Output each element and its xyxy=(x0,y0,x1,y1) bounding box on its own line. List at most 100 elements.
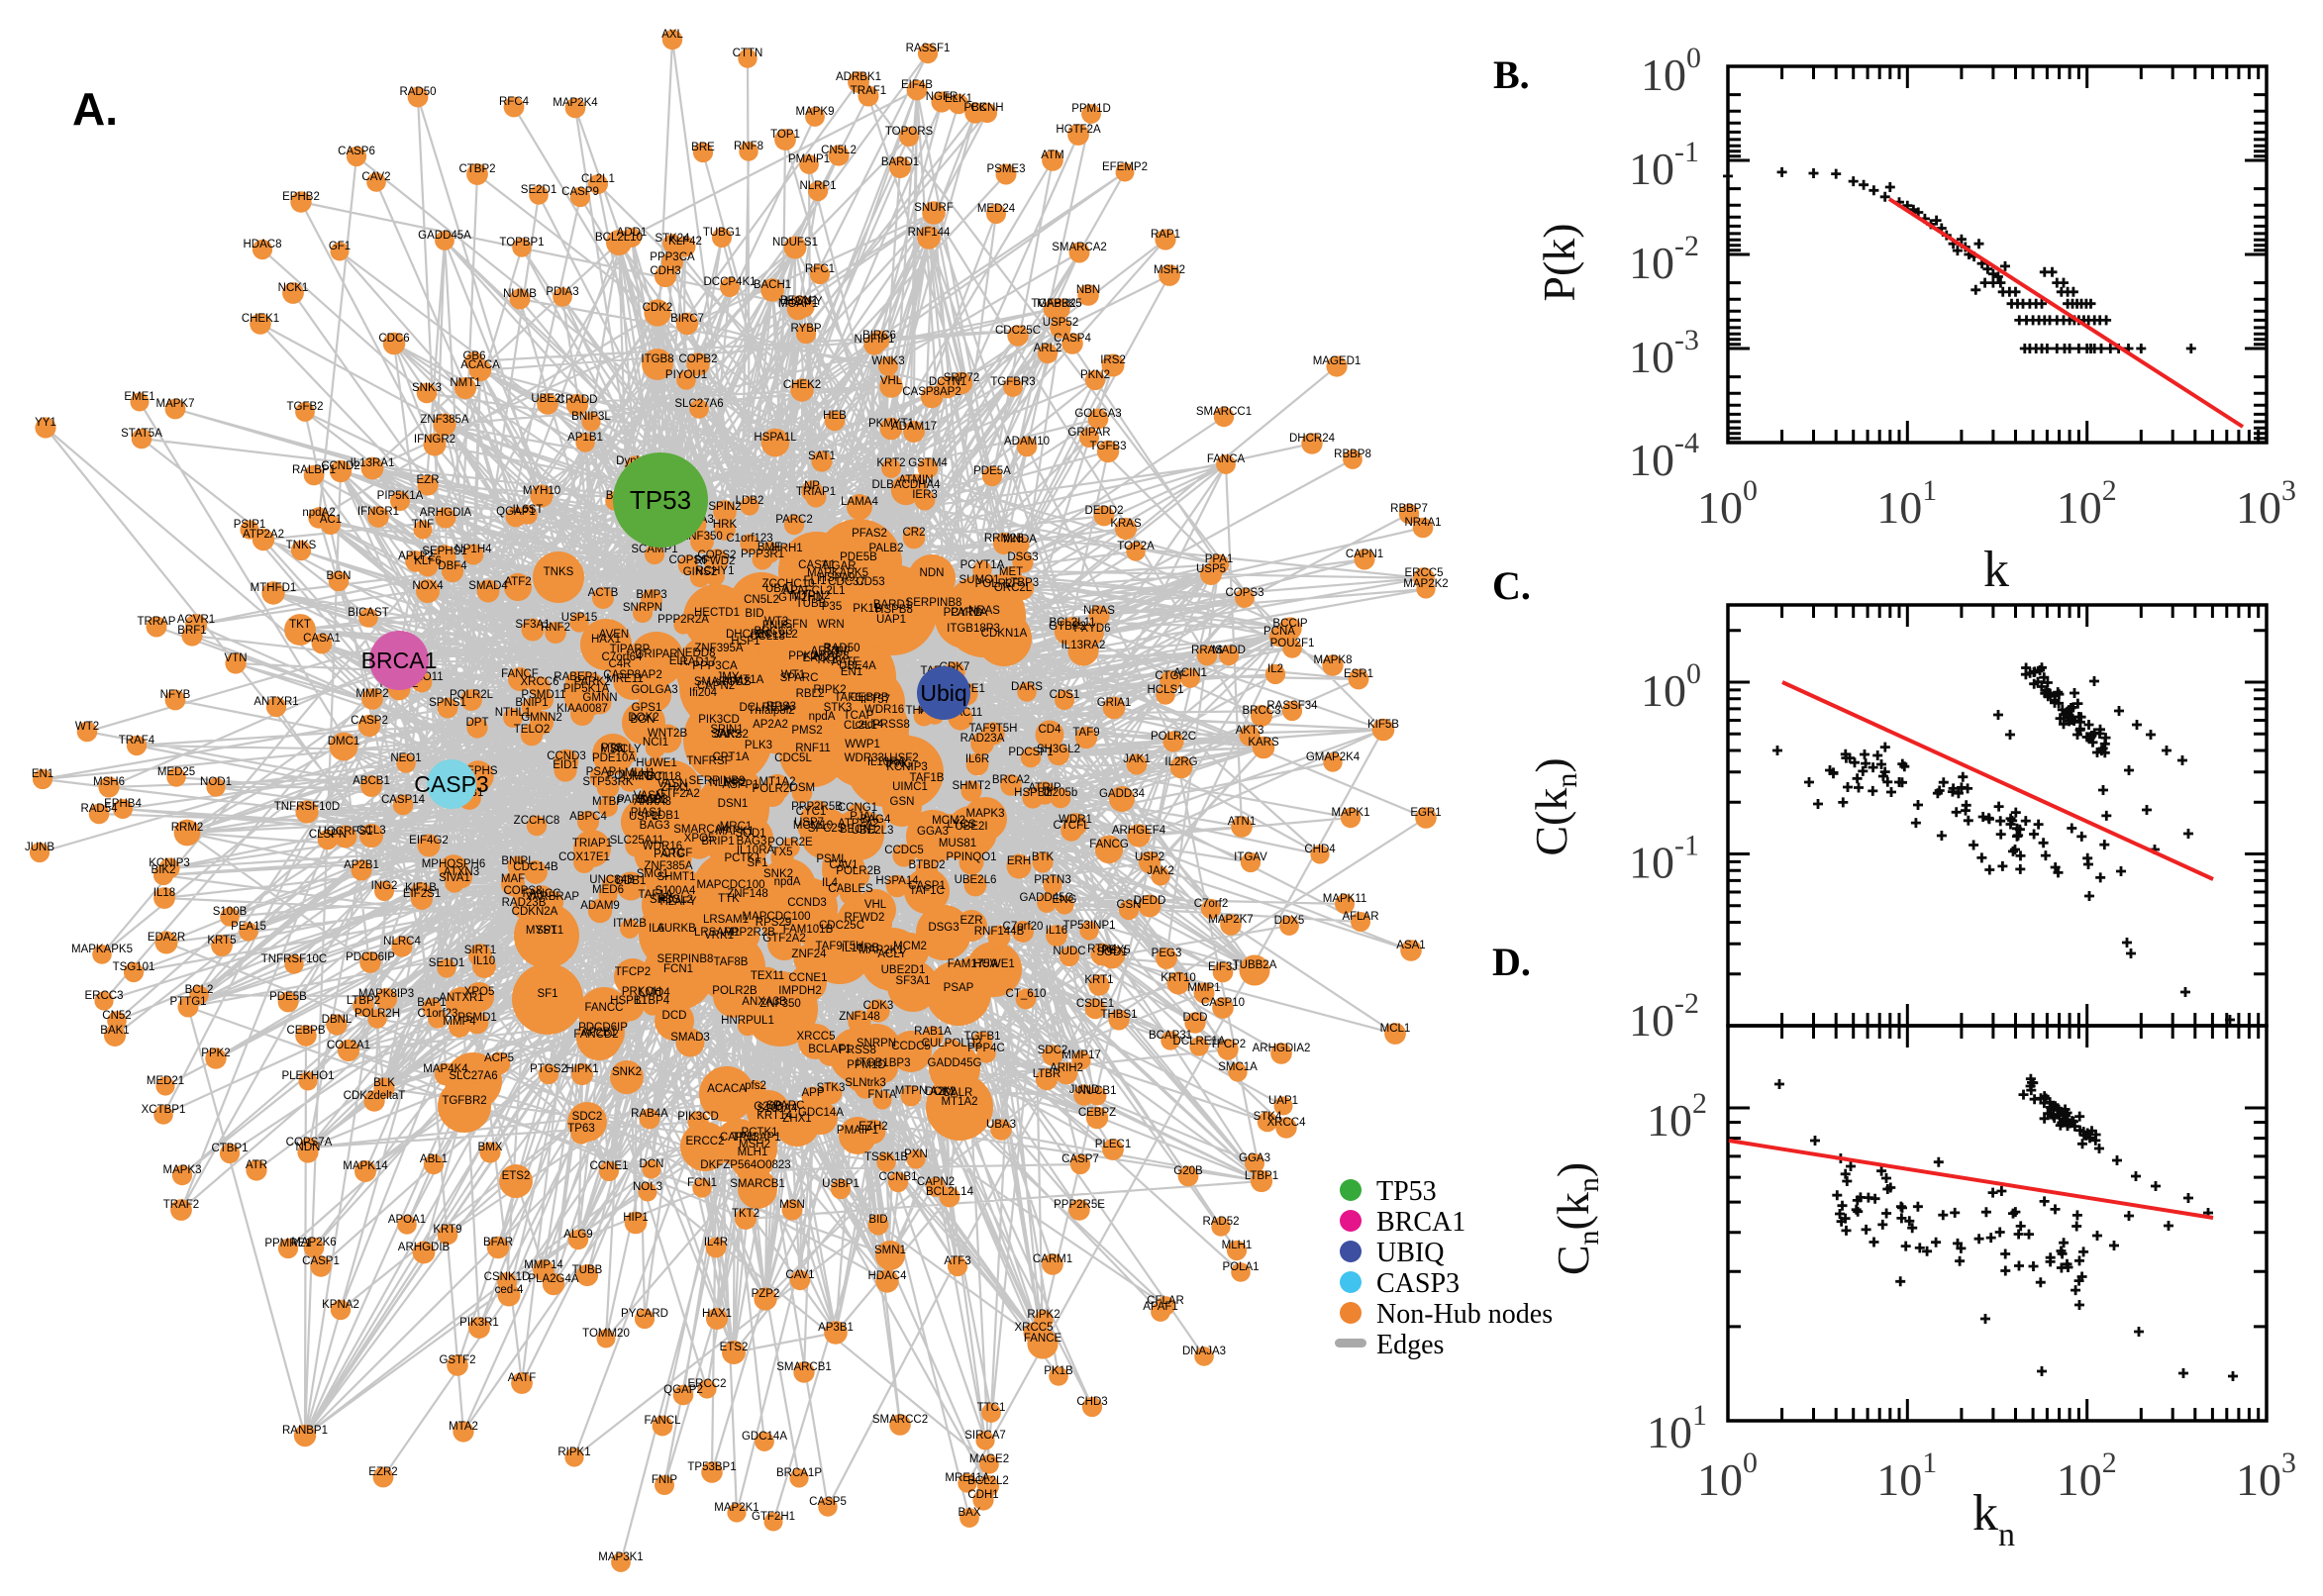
svg-text:COPS6: COPS6 xyxy=(669,554,708,566)
svg-text:SNRPN: SNRPN xyxy=(857,1038,896,1049)
svg-text:TGFBR2: TGFBR2 xyxy=(442,1095,486,1107)
svg-text:TAF9: TAF9 xyxy=(1072,727,1099,739)
svg-text:MAPK8: MAPK8 xyxy=(1314,654,1353,666)
svg-text:DEDD: DEDD xyxy=(1134,895,1166,907)
svg-text:UAP1: UAP1 xyxy=(876,614,906,626)
svg-text:ARL2: ARL2 xyxy=(1034,343,1062,354)
svg-text:DKFZP564O0823: DKFZP564O0823 xyxy=(700,1159,790,1171)
svg-text:ASA1: ASA1 xyxy=(1396,940,1425,951)
svg-text:C.: C. xyxy=(1492,563,1531,608)
svg-text:CEBPZ: CEBPZ xyxy=(1078,1107,1116,1119)
svg-text:TOP1: TOP1 xyxy=(770,129,800,141)
svg-text:CPT1A: CPT1A xyxy=(712,751,749,763)
svg-text:MAPK9: MAPK9 xyxy=(796,106,835,118)
svg-text:RAD52: RAD52 xyxy=(1202,1216,1239,1228)
svg-text:MAPK1: MAPK1 xyxy=(1332,807,1370,819)
svg-text:HRK: HRK xyxy=(713,519,738,531)
svg-text:BAG4: BAG4 xyxy=(860,814,891,826)
svg-text:NFYB: NFYB xyxy=(160,689,191,701)
svg-text:RNF8: RNF8 xyxy=(734,141,763,152)
svg-text:npdA: npdA xyxy=(809,711,836,723)
svg-text:FXYD6: FXYD6 xyxy=(1073,623,1110,635)
svg-text:PCYT1A: PCYT1A xyxy=(944,607,988,619)
svg-text:TFCP2: TFCP2 xyxy=(615,966,651,978)
svg-text:SIVA1: SIVA1 xyxy=(439,872,470,884)
svg-text:HEB: HEB xyxy=(823,410,847,422)
svg-text:CCL18: CCL18 xyxy=(646,771,681,783)
svg-text:BRIP1: BRIP1 xyxy=(701,836,734,848)
svg-text:WNT2B: WNT2B xyxy=(648,728,688,740)
svg-text:Banp: Banp xyxy=(824,644,851,655)
svg-text:CDKN1A: CDKN1A xyxy=(981,628,1028,640)
svg-text:MSH6: MSH6 xyxy=(93,776,125,788)
svg-text:C7orf2: C7orf2 xyxy=(1194,898,1229,910)
svg-text:SNK3: SNK3 xyxy=(412,382,442,394)
svg-text:ced-4: ced-4 xyxy=(495,1284,524,1296)
svg-text:IL10: IL10 xyxy=(473,955,495,967)
svg-text:RNF11: RNF11 xyxy=(795,743,831,754)
svg-text:PJA1: PJA1 xyxy=(850,811,877,823)
svg-text:MAF: MAF xyxy=(501,873,525,885)
svg-text:PTS: PTS xyxy=(601,743,624,754)
svg-text:ATN1: ATN1 xyxy=(1228,816,1257,828)
svg-text:BNIP3L: BNIP3L xyxy=(571,411,611,423)
svg-text:RALBP1: RALBP1 xyxy=(292,464,336,476)
svg-text:GTF2H1: GTF2H1 xyxy=(778,592,822,604)
svg-text:ACTB: ACTB xyxy=(588,587,619,599)
svg-text:USF2: USF2 xyxy=(889,752,918,764)
svg-text:MTPN: MTPN xyxy=(895,1085,928,1097)
svg-text:UBE4A: UBE4A xyxy=(839,660,876,672)
svg-text:COX17E1: COX17E1 xyxy=(558,851,610,863)
svg-text:MAPK1: MAPK1 xyxy=(716,826,755,838)
svg-text:USP7: USP7 xyxy=(794,817,824,829)
svg-text:UBIQ: UBIQ xyxy=(1376,1238,1444,1268)
svg-text:ARHGDIA2: ARHGDIA2 xyxy=(1253,1043,1311,1054)
svg-text:GRIPAR: GRIPAR xyxy=(1067,427,1110,439)
svg-text:LDB1: LDB1 xyxy=(652,810,680,822)
svg-text:SAT1: SAT1 xyxy=(808,450,836,462)
svg-text:CALR: CALR xyxy=(943,1087,973,1099)
svg-text:BTBD2: BTBD2 xyxy=(908,859,945,871)
svg-text:BGN: BGN xyxy=(327,570,352,582)
svg-text:TKT2: TKT2 xyxy=(732,1208,759,1220)
svg-text:SRP72: SRP72 xyxy=(944,372,979,384)
svg-text:ADRBK1: ADRBK1 xyxy=(836,71,881,83)
svg-text:ENG: ENG xyxy=(1053,894,1077,906)
svg-text:IL13RA1: IL13RA1 xyxy=(351,457,395,469)
svg-text:DDB1: DDB1 xyxy=(616,875,647,887)
svg-text:ZNF395A: ZNF395A xyxy=(694,643,744,654)
svg-text:FCN1: FCN1 xyxy=(663,963,693,975)
svg-text:WT1: WT1 xyxy=(781,669,805,681)
svg-text:ATP2A2: ATP2A2 xyxy=(838,818,879,830)
svg-text:POLR2F: POLR2F xyxy=(975,578,1020,590)
svg-text:ZNF350: ZNF350 xyxy=(759,998,801,1010)
svg-text:WDR1: WDR1 xyxy=(1059,814,1092,826)
svg-text:HGTF2A: HGTF2A xyxy=(1056,124,1101,136)
svg-text:GMAP2K4: GMAP2K4 xyxy=(1306,751,1361,763)
svg-text:ACLY: ACLY xyxy=(612,744,642,755)
svg-text:BMF: BMF xyxy=(758,542,781,553)
svg-text:DCN: DCN xyxy=(640,1158,664,1170)
svg-text:PTTG1: PTTG1 xyxy=(169,996,206,1008)
svg-text:BAP1: BAP1 xyxy=(417,997,446,1009)
svg-text:DEDD2: DEDD2 xyxy=(1085,505,1124,517)
svg-text:PRTN3: PRTN3 xyxy=(1034,874,1071,886)
svg-text:VASN: VASN xyxy=(634,790,663,802)
svg-text:OSM: OSM xyxy=(789,782,815,794)
svg-text:SH3GL2: SH3GL2 xyxy=(650,894,693,906)
svg-text:B.: B. xyxy=(1493,52,1530,97)
svg-text:TGFB3: TGFB3 xyxy=(1089,441,1126,452)
svg-text:CLSPN: CLSPN xyxy=(309,829,347,841)
svg-text:JMY: JMY xyxy=(717,671,740,683)
svg-text:FAM101B: FAM101B xyxy=(783,924,834,936)
svg-text:UBE2I: UBE2I xyxy=(955,821,987,833)
svg-text:SNURF: SNURF xyxy=(914,202,954,214)
svg-text:AP1B1: AP1B1 xyxy=(567,432,603,444)
svg-text:ATF3: ATF3 xyxy=(944,1255,970,1267)
svg-text:FCN1: FCN1 xyxy=(687,1177,717,1189)
svg-text:ACACA: ACACA xyxy=(460,359,500,371)
svg-text:BCL2L10: BCL2L10 xyxy=(595,232,643,244)
svg-text:BCL2L2: BCL2L2 xyxy=(967,1475,1009,1487)
svg-text:ADAM17: ADAM17 xyxy=(891,421,937,433)
svg-text:ERCC2: ERCC2 xyxy=(686,1136,725,1147)
